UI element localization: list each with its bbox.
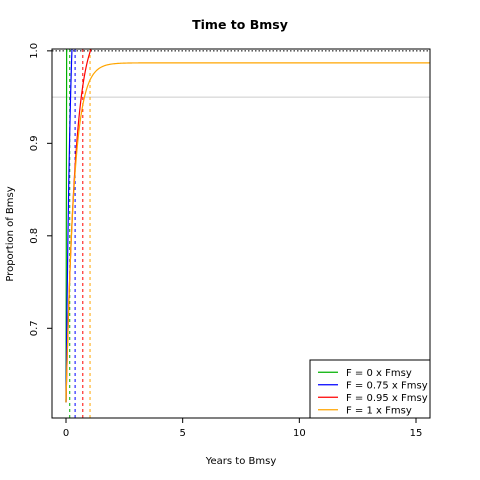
plot-area: 0 5 10 15 0.7 0.8 0.9 1.0 bbox=[29, 43, 431, 439]
legend-label-3: F = 1 x Fmsy bbox=[346, 405, 412, 416]
x-tick-label-3: 15 bbox=[410, 428, 423, 439]
y-tick-label-1: 0.8 bbox=[29, 228, 40, 244]
y-tick-label-3: 1.0 bbox=[29, 43, 40, 59]
x-tick-label-0: 0 bbox=[63, 428, 69, 439]
series-line-0 bbox=[65, 49, 68, 403]
series-line-2 bbox=[65, 49, 92, 403]
x-tick-label-2: 10 bbox=[293, 428, 306, 439]
legend-box bbox=[309, 359, 431, 419]
legend-label-0: F = 0 x Fmsy bbox=[346, 368, 412, 379]
series-group bbox=[65, 49, 430, 418]
legend-label-2: F = 0.95 x Fmsy bbox=[346, 393, 428, 404]
series-line-1 bbox=[65, 49, 73, 403]
y-axis-label: Proportion of Bmsy bbox=[5, 186, 16, 281]
y-tick-label-2: 0.9 bbox=[29, 135, 40, 151]
y-tick-label-0: 0.7 bbox=[29, 320, 40, 336]
plot-frame bbox=[51, 48, 431, 419]
legend-label-1: F = 0.75 x Fmsy bbox=[346, 380, 428, 391]
chart-title: Time to Bmsy bbox=[192, 17, 288, 32]
x-tick-label-1: 5 bbox=[179, 428, 185, 439]
x-axis-label: Years to Bmsy bbox=[205, 456, 277, 467]
series-line-3 bbox=[65, 62, 430, 403]
